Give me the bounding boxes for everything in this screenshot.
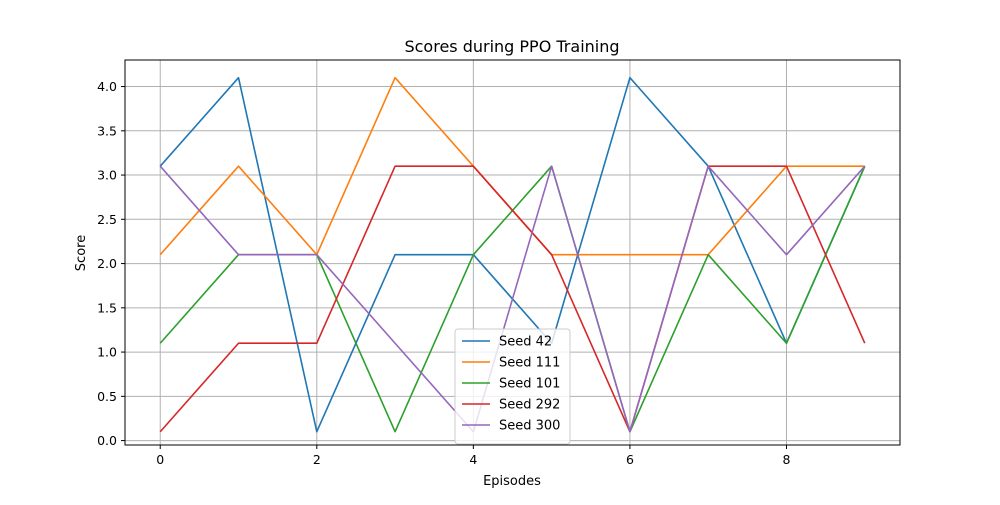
y-tick-label: 1.0 xyxy=(97,345,117,360)
x-tick-label: 2 xyxy=(313,452,321,467)
y-tick-label: 2.0 xyxy=(97,256,117,271)
legend: Seed 42 Seed 111 Seed 101 Seed 292 Seed 300 xyxy=(454,328,571,445)
legend-entry: Seed 111 xyxy=(499,356,560,371)
y-tick-label: 3.0 xyxy=(97,168,117,183)
y-tick-label: 1.5 xyxy=(97,300,117,315)
legend-entry: Seed 292 xyxy=(499,398,560,413)
series-line-seed-300 xyxy=(159,165,866,433)
y-tick-label: 0.0 xyxy=(97,433,117,448)
legend-entry: Seed 42 xyxy=(499,335,552,350)
legend-entry: Seed 101 xyxy=(499,377,560,392)
y-tick-label: 0.5 xyxy=(97,389,117,404)
y-tick-label: 4.0 xyxy=(97,79,117,94)
series-line-seed-292 xyxy=(159,165,866,433)
x-axis-ticks: 0 2 4 6 8 xyxy=(156,445,791,467)
x-tick-label: 8 xyxy=(783,452,791,467)
plot-frame xyxy=(124,59,901,446)
x-tick-label: 0 xyxy=(156,452,164,467)
x-tick-label: 6 xyxy=(626,452,634,467)
y-axis-ticks: 0.0 0.5 1.0 1.5 2.0 2.5 3.0 3.5 4.0 xyxy=(97,79,125,448)
x-axis-label: Episodes xyxy=(483,474,541,489)
x-tick-label: 4 xyxy=(469,452,477,467)
chart-title: Scores during PPO Training xyxy=(404,37,619,56)
legend-box xyxy=(454,328,571,445)
y-tick-label: 2.5 xyxy=(97,212,117,227)
legend-entry: Seed 300 xyxy=(499,419,560,434)
y-axis-label: Score xyxy=(74,235,89,271)
y-tick-label: 3.5 xyxy=(97,123,117,138)
series-lines xyxy=(159,76,866,433)
